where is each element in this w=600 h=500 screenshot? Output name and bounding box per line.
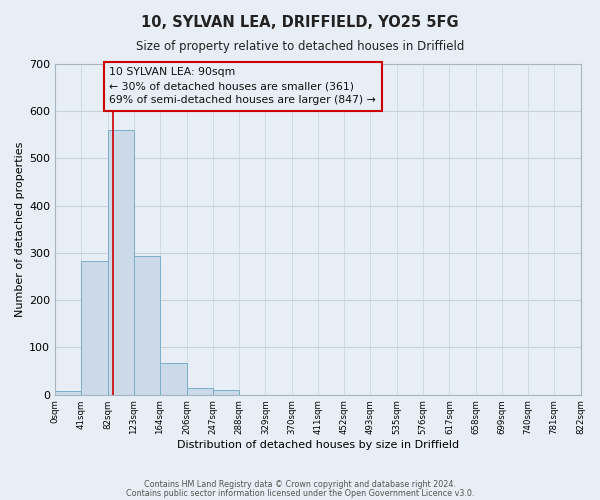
X-axis label: Distribution of detached houses by size in Driffield: Distribution of detached houses by size … [177,440,459,450]
Text: 10, SYLVAN LEA, DRIFFIELD, YO25 5FG: 10, SYLVAN LEA, DRIFFIELD, YO25 5FG [141,15,459,30]
Bar [187,388,213,394]
Bar [107,130,134,394]
Bar [160,362,187,394]
Bar [134,256,160,394]
Bar [55,391,82,394]
Bar [213,390,239,394]
Text: Contains HM Land Registry data © Crown copyright and database right 2024.: Contains HM Land Registry data © Crown c… [144,480,456,489]
Text: Contains public sector information licensed under the Open Government Licence v3: Contains public sector information licen… [126,488,474,498]
Bar [82,262,107,394]
Y-axis label: Number of detached properties: Number of detached properties [15,142,25,317]
Text: Size of property relative to detached houses in Driffield: Size of property relative to detached ho… [136,40,464,53]
Text: 10 SYLVAN LEA: 90sqm
← 30% of detached houses are smaller (361)
69% of semi-deta: 10 SYLVAN LEA: 90sqm ← 30% of detached h… [109,68,376,106]
